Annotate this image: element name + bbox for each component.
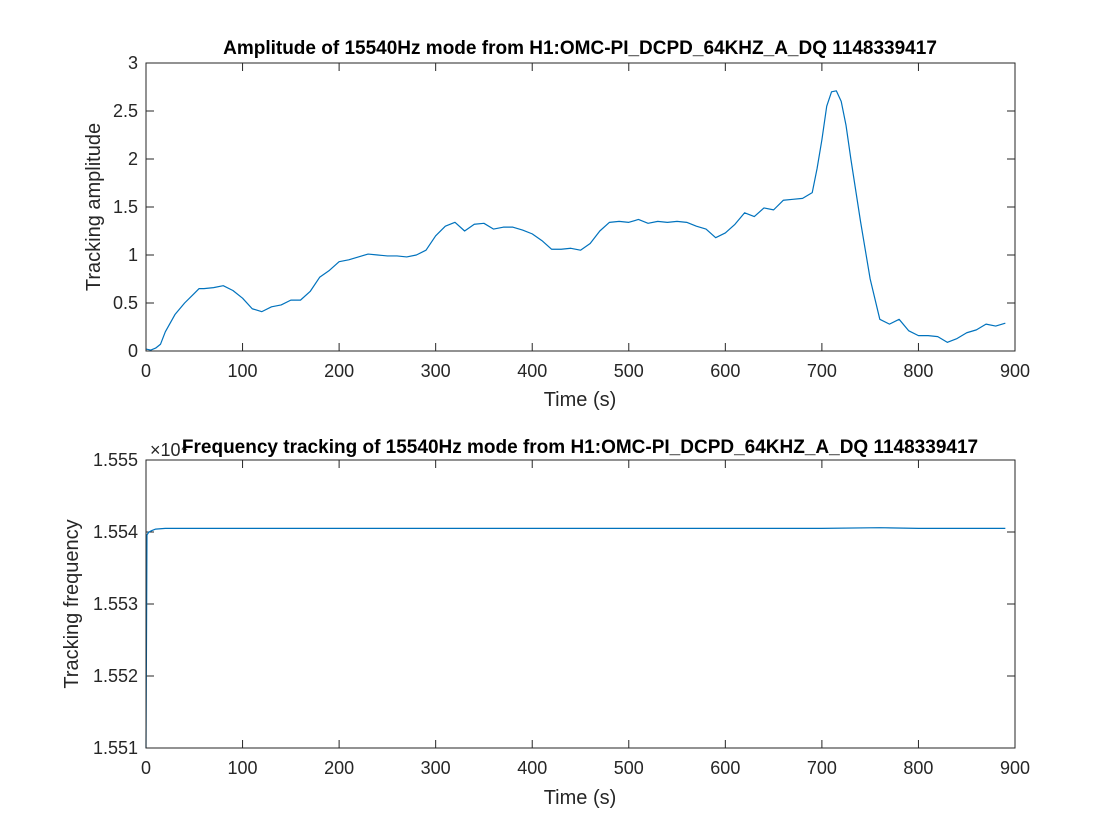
y-tick-label: 1.554 bbox=[93, 522, 138, 542]
x-tick-label: 100 bbox=[228, 361, 258, 381]
y-tick-label: 1.551 bbox=[93, 738, 138, 758]
x-tick-label: 100 bbox=[228, 758, 258, 778]
chart-title: Amplitude of 15540Hz mode from H1:OMC-PI… bbox=[223, 38, 937, 59]
x-tick-label: 700 bbox=[807, 361, 837, 381]
x-axis-label: Time (s) bbox=[544, 787, 617, 809]
x-tick-label: 0 bbox=[141, 361, 151, 381]
x-tick-label: 600 bbox=[710, 361, 740, 381]
y-tick-label: 1.552 bbox=[93, 666, 138, 686]
y-tick-label: 0.5 bbox=[113, 293, 138, 313]
plot-area bbox=[145, 459, 1016, 749]
x-tick-label: 500 bbox=[614, 361, 644, 381]
x-tick-label: 400 bbox=[517, 361, 547, 381]
y-tick-label: 0 bbox=[128, 341, 138, 361]
amplitude-chart: Amplitude of 15540Hz mode from H1:OMC-PI… bbox=[83, 38, 1030, 411]
series-line bbox=[145, 527, 1006, 749]
y-tick-label: 2 bbox=[128, 149, 138, 169]
x-tick-label: 700 bbox=[807, 758, 837, 778]
y-axis-label: Tracking frequency bbox=[61, 519, 83, 688]
x-tick-label: 400 bbox=[517, 758, 547, 778]
y-tick-label: 2.5 bbox=[113, 101, 138, 121]
x-tick-label: 200 bbox=[324, 758, 354, 778]
y-axis-label: Tracking amplitude bbox=[83, 123, 105, 291]
axis-ticks: 0 100 200 300 400 500 600 700 800 900 1.551 1.552 1.… bbox=[93, 450, 1030, 778]
y-tick-label: 3 bbox=[128, 53, 138, 73]
x-axis-label: Time (s) bbox=[544, 389, 617, 411]
x-tick-label: 300 bbox=[421, 361, 451, 381]
y-tick-label: 1.555 bbox=[93, 450, 138, 470]
x-tick-label: 500 bbox=[614, 758, 644, 778]
y-tick-label: 1 bbox=[128, 245, 138, 265]
y-tick-label: 1.5 bbox=[113, 197, 138, 217]
x-tick-label: 300 bbox=[421, 758, 451, 778]
y-tick-label: 1.553 bbox=[93, 594, 138, 614]
series-line bbox=[145, 90, 1006, 351]
frequency-chart: ×10⁴ Frequency tracking of 15540Hz mode … bbox=[61, 437, 1030, 809]
x-tick-label: 200 bbox=[324, 361, 354, 381]
x-tick-label: 600 bbox=[710, 758, 740, 778]
x-tick-label: 800 bbox=[903, 758, 933, 778]
y-exponent-label: ×10⁴ bbox=[150, 440, 188, 460]
x-tick-label: 800 bbox=[903, 361, 933, 381]
chart-title: Frequency tracking of 15540Hz mode from … bbox=[182, 437, 978, 458]
x-tick-label: 900 bbox=[1000, 361, 1030, 381]
x-tick-label: 0 bbox=[141, 758, 151, 778]
x-tick-label: 900 bbox=[1000, 758, 1030, 778]
axis-ticks: 0 100 200 300 400 500 600 700 800 900 0 0.5 1 1.5 2 2.5… bbox=[113, 53, 1030, 381]
plot-area bbox=[145, 62, 1016, 352]
